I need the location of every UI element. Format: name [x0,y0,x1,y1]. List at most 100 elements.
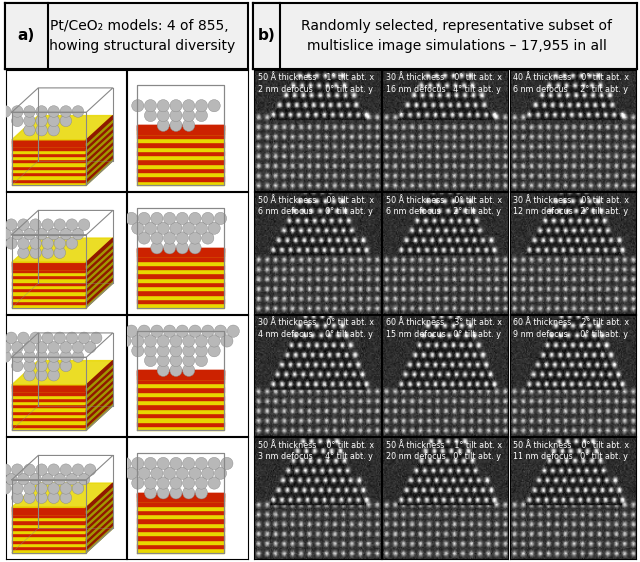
Polygon shape [12,175,86,179]
Circle shape [132,457,144,470]
Circle shape [182,345,195,357]
Polygon shape [137,147,223,151]
Circle shape [157,222,170,234]
Circle shape [36,464,47,475]
Circle shape [24,369,35,381]
Polygon shape [137,387,223,392]
Polygon shape [12,275,86,279]
Polygon shape [137,493,223,501]
Circle shape [12,483,23,494]
Polygon shape [137,151,223,155]
Circle shape [42,473,54,485]
Circle shape [60,360,72,371]
Circle shape [125,325,138,337]
Circle shape [30,219,42,230]
Polygon shape [86,251,113,279]
Circle shape [54,247,65,259]
Circle shape [60,492,72,504]
Polygon shape [12,385,86,388]
Polygon shape [137,176,223,181]
Polygon shape [137,248,223,256]
Polygon shape [12,543,86,546]
Polygon shape [12,414,86,417]
Polygon shape [137,518,223,523]
Circle shape [66,473,77,485]
Polygon shape [86,490,113,517]
Polygon shape [86,119,113,146]
Circle shape [214,467,227,479]
Circle shape [42,332,54,344]
Circle shape [78,473,90,485]
Polygon shape [12,527,86,530]
Circle shape [176,242,188,254]
Circle shape [132,335,144,347]
Polygon shape [137,125,223,134]
Circle shape [72,106,84,117]
Polygon shape [86,238,113,266]
Polygon shape [86,522,113,549]
Circle shape [176,467,188,479]
Polygon shape [137,426,223,430]
Circle shape [195,222,207,234]
Circle shape [145,345,157,357]
Circle shape [18,332,29,344]
Text: 50 Å thickness    0° tilt abt. x
6 nm defocus     2° tilt abt. y: 50 Å thickness 0° tilt abt. x 6 nm defoc… [386,196,502,216]
Circle shape [176,212,188,225]
Polygon shape [86,387,113,414]
Polygon shape [86,402,113,430]
Circle shape [60,351,72,362]
Circle shape [60,464,72,475]
Circle shape [182,222,195,234]
Circle shape [12,106,23,117]
Circle shape [132,345,144,357]
Polygon shape [12,169,86,172]
Circle shape [164,212,175,225]
Circle shape [36,360,47,371]
Polygon shape [12,292,86,294]
Circle shape [125,467,138,479]
Circle shape [221,457,233,470]
Polygon shape [86,244,113,272]
Circle shape [195,110,207,121]
Polygon shape [86,367,113,395]
Polygon shape [12,404,86,407]
Polygon shape [137,370,223,379]
Polygon shape [12,514,86,517]
Polygon shape [137,160,223,164]
Circle shape [157,110,170,121]
Circle shape [208,222,220,234]
Circle shape [138,467,150,479]
Circle shape [195,99,207,112]
Polygon shape [12,511,86,514]
Circle shape [24,360,35,371]
Polygon shape [12,507,86,511]
Circle shape [48,492,60,504]
Circle shape [30,473,42,485]
Polygon shape [12,153,86,156]
Polygon shape [12,420,86,424]
Polygon shape [137,527,223,531]
Circle shape [6,238,17,249]
Circle shape [84,341,96,353]
Circle shape [48,341,60,353]
Polygon shape [12,391,86,395]
Circle shape [151,467,163,479]
Circle shape [164,242,175,254]
Circle shape [48,369,60,381]
Text: Pt/CeO₂ models: 4 of 855,
showing structural diversity: Pt/CeO₂ models: 4 of 855, showing struct… [42,19,236,53]
Circle shape [170,487,182,499]
Polygon shape [137,536,223,540]
Circle shape [6,332,17,344]
Circle shape [157,364,170,377]
Polygon shape [12,272,86,275]
Text: 30 Å thickness    0° tilt abt. x
4 nm defocus     0° tilt abt. y: 30 Å thickness 0° tilt abt. x 4 nm defoc… [258,318,374,339]
Polygon shape [86,125,113,153]
Circle shape [138,232,150,244]
Circle shape [145,335,157,347]
Polygon shape [137,164,223,168]
Circle shape [36,369,47,381]
Text: b): b) [258,29,276,43]
Polygon shape [12,398,86,401]
Polygon shape [137,417,223,422]
Circle shape [60,341,72,353]
